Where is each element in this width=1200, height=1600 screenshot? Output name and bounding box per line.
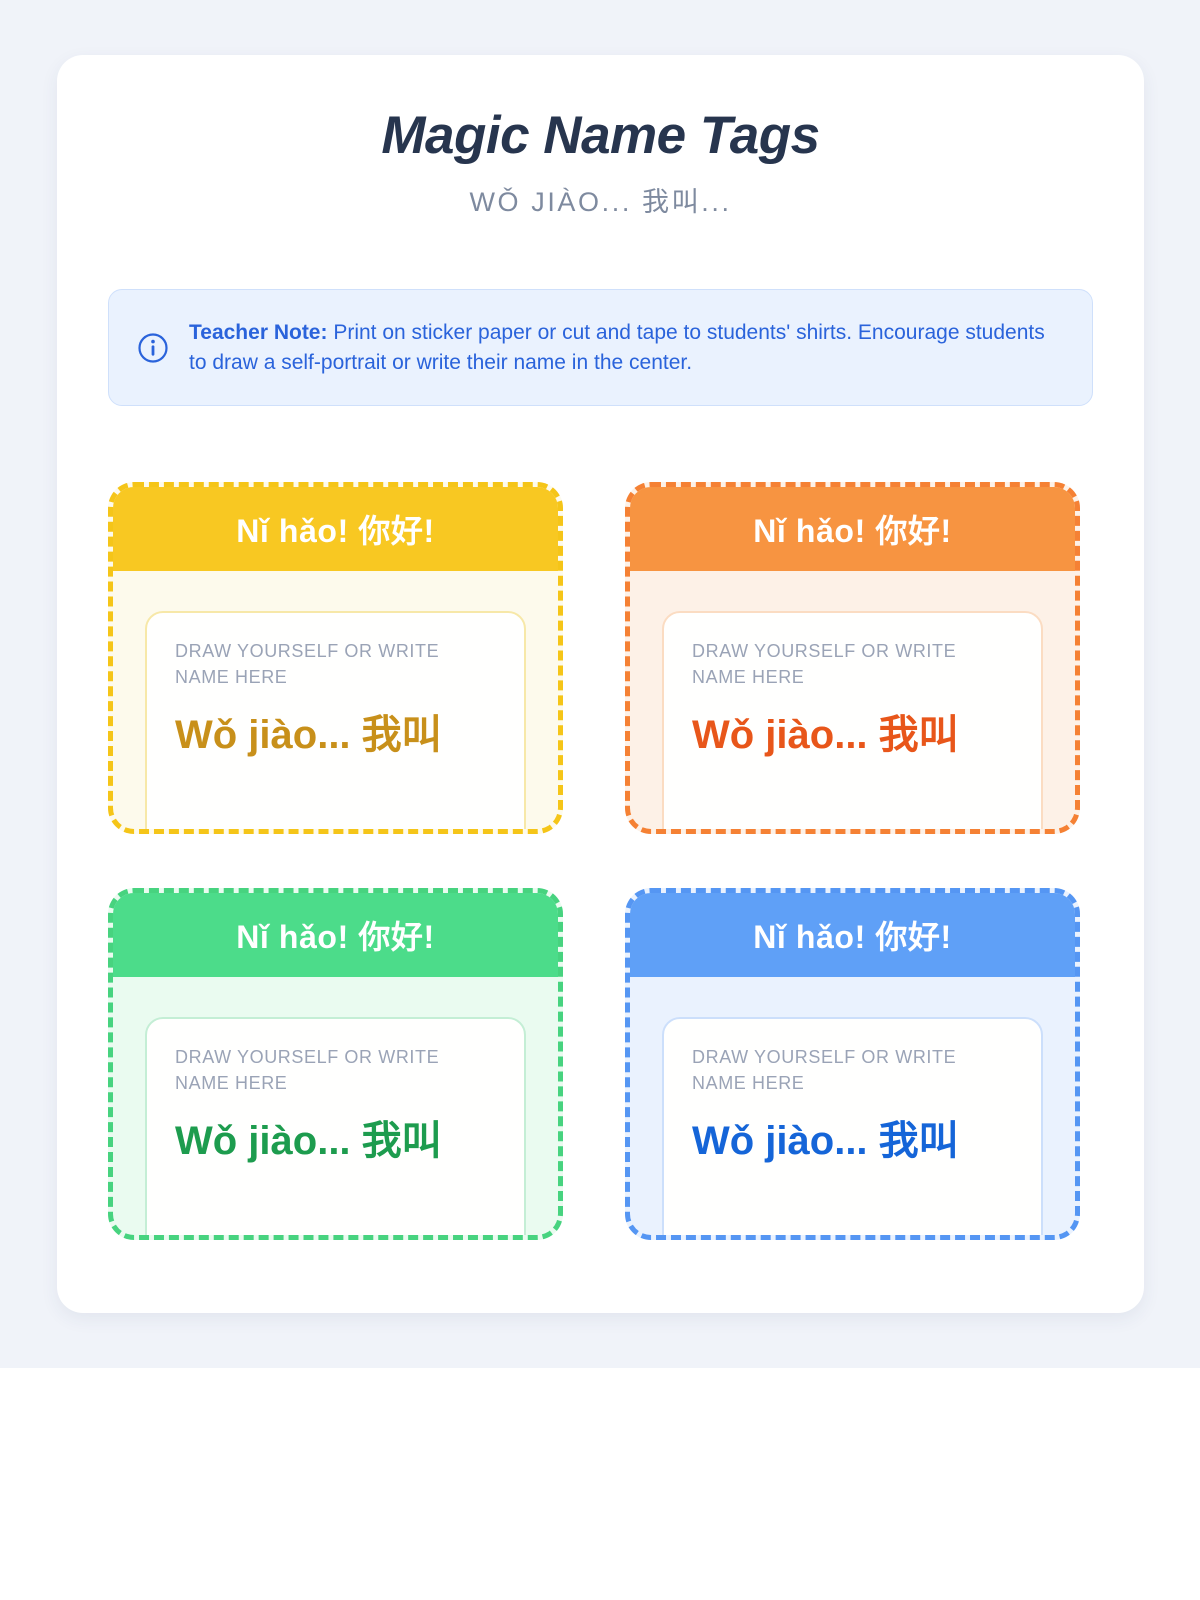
name-tag-body: Draw yourself or write name here Wǒ jiào… [113,977,558,1235]
name-tag-grid: Nǐ hǎo! 你好! Draw yourself or write name … [108,481,1093,1240]
name-tag-drawing-area[interactable]: Draw yourself or write name here Wǒ jiào… [662,610,1043,829]
name-tag-hint: Draw yourself or write name here [175,640,440,687]
info-circle-icon [137,332,169,364]
name-tag-drawing-area[interactable]: Draw yourself or write name here Wǒ jiào… [662,1016,1043,1235]
name-tag-greeting-banner: Nǐ hǎo! 你好! [113,486,558,571]
name-tag-body: Draw yourself or write name here Wǒ jiào… [113,571,558,829]
name-tag-yellow[interactable]: Nǐ hǎo! 你好! Draw yourself or write name … [108,481,563,834]
teacher-note-body: Print on sticker paper or cut and tape t… [189,321,1045,375]
name-tag-orange[interactable]: Nǐ hǎo! 你好! Draw yourself or write name … [625,481,1080,834]
worksheet-header: Magic Name Tags Wǒ jiào... 我叫... [57,55,1144,219]
name-tag-greeting: Nǐ hǎo! 你好! [753,512,952,549]
name-tag-phrase: Wǒ jiào... 我叫 [692,1118,959,1163]
page-title: Magic Name Tags [381,106,820,165]
name-tag-body: Draw yourself or write name here Wǒ jiào… [630,977,1075,1235]
name-tag-greeting: Nǐ hǎo! 你好! [753,918,952,955]
name-tag-greeting-banner: Nǐ hǎo! 你好! [113,892,558,977]
name-tag-greeting-banner: Nǐ hǎo! 你好! [630,486,1075,571]
teacher-note-label: Teacher Note: [189,321,328,345]
name-tag-blue[interactable]: Nǐ hǎo! 你好! Draw yourself or write name … [625,887,1080,1240]
name-tag-drawing-area[interactable]: Draw yourself or write name here Wǒ jiào… [145,1016,526,1235]
name-tag-drawing-area[interactable]: Draw yourself or write name here Wǒ jiào… [145,610,526,829]
name-tag-hint: Draw yourself or write name here [175,1046,440,1093]
name-tag-phrase: Wǒ jiào... 我叫 [692,712,959,757]
worksheet-panel: Magic Name Tags Wǒ jiào... 我叫... Teacher… [57,55,1144,1313]
page-subtitle: Wǒ jiào... 我叫... [469,187,732,218]
name-tag-greeting: Nǐ hǎo! 你好! [236,918,435,955]
name-tag-greeting-banner: Nǐ hǎo! 你好! [630,892,1075,977]
name-tag-greeting: Nǐ hǎo! 你好! [236,512,435,549]
name-tag-green[interactable]: Nǐ hǎo! 你好! Draw yourself or write name … [108,887,563,1240]
name-tag-hint: Draw yourself or write name here [692,640,957,687]
teacher-note-callout: Teacher Note: Print on sticker paper or … [108,289,1093,406]
name-tag-body: Draw yourself or write name here Wǒ jiào… [630,571,1075,829]
name-tag-phrase: Wǒ jiào... 我叫 [175,1118,442,1163]
name-tag-hint: Draw yourself or write name here [692,1046,957,1093]
teacher-note-text: Teacher Note: Print on sticker paper or … [189,316,1062,378]
name-tag-phrase: Wǒ jiào... 我叫 [175,712,442,757]
